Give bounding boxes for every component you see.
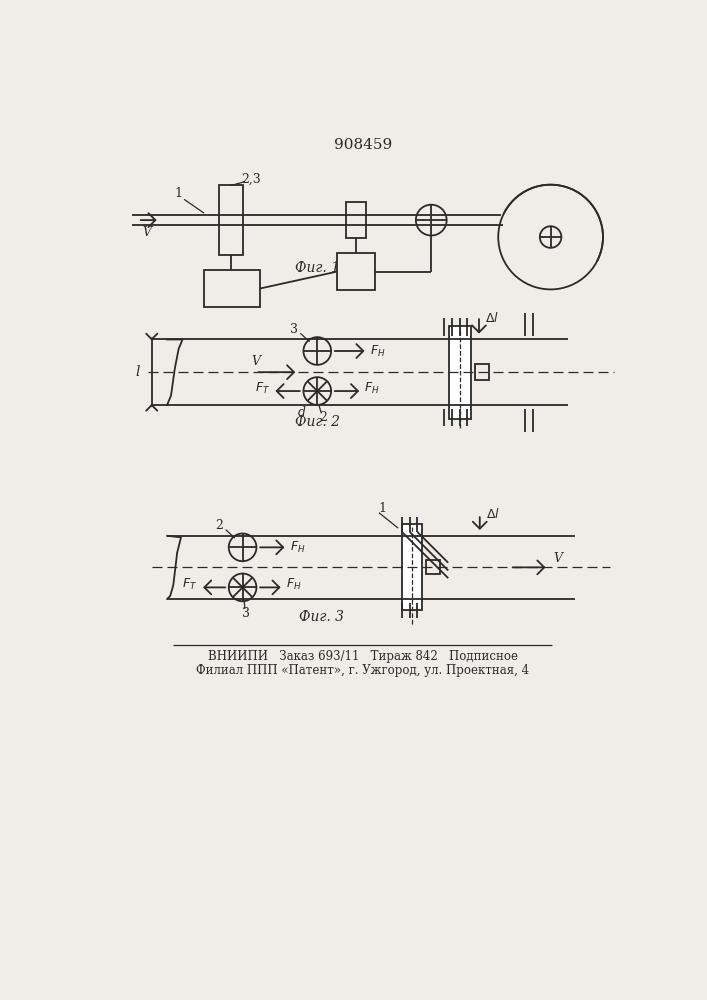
Circle shape — [229, 574, 257, 601]
Text: Фиг. 1: Фиг. 1 — [295, 261, 340, 275]
Text: $F_H$: $F_H$ — [370, 343, 386, 359]
Text: 908459: 908459 — [334, 138, 392, 152]
Text: ВНИИПИ   Заказ 693/11   Тираж 842   Подписное: ВНИИПИ Заказ 693/11 Тираж 842 Подписное — [208, 650, 518, 663]
Text: $F_H$: $F_H$ — [286, 577, 302, 592]
Text: $F_T$: $F_T$ — [255, 380, 270, 396]
Text: d: d — [298, 406, 306, 419]
Circle shape — [303, 377, 331, 405]
Bar — [204, 270, 259, 307]
Text: 3: 3 — [290, 323, 298, 336]
Text: 3: 3 — [243, 607, 250, 620]
Bar — [426, 560, 440, 574]
Bar — [346, 202, 366, 238]
Text: Фиг. 3: Фиг. 3 — [298, 610, 344, 624]
Bar — [449, 326, 471, 419]
Text: 1: 1 — [379, 502, 387, 515]
Text: 2: 2 — [320, 411, 327, 424]
Text: Филиал ППП «Патент», г. Ужгород, ул. Проектная, 4: Филиал ППП «Патент», г. Ужгород, ул. Про… — [196, 664, 530, 677]
Bar — [402, 524, 422, 610]
Text: 2,3: 2,3 — [241, 173, 261, 186]
Text: 1: 1 — [175, 187, 182, 200]
Text: V: V — [251, 355, 260, 368]
Bar — [218, 185, 243, 255]
Text: l: l — [136, 365, 140, 379]
Text: V: V — [143, 226, 151, 239]
Circle shape — [303, 337, 331, 365]
Text: 2: 2 — [216, 519, 223, 532]
Text: $\Delta l$: $\Delta l$ — [486, 507, 500, 521]
Text: $F_T$: $F_T$ — [182, 577, 197, 592]
Circle shape — [229, 533, 257, 561]
Text: $\Delta l$: $\Delta l$ — [485, 311, 499, 325]
Text: $F_H$: $F_H$ — [364, 380, 380, 396]
Bar — [337, 253, 375, 290]
Circle shape — [540, 226, 561, 248]
Text: $F_H$: $F_H$ — [291, 540, 306, 555]
Text: Фиг. 2: Фиг. 2 — [295, 415, 340, 429]
Bar — [475, 364, 489, 380]
Circle shape — [498, 185, 603, 289]
Circle shape — [416, 205, 447, 235]
Text: V: V — [554, 552, 563, 565]
